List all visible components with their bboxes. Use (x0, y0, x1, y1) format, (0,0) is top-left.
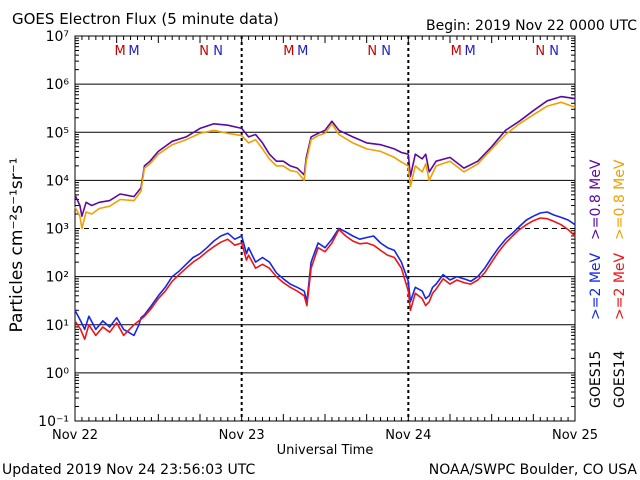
series-line (74, 217, 576, 341)
y-tick-label: 10⁷ (46, 29, 69, 45)
begin-time: Begin: 2019 Nov 22 0000 UTC (426, 18, 637, 34)
y-tick-label: 10⁰ (46, 366, 70, 382)
legend: >=2 MeV >=2 MeV >=0.8 MeV >=0.8 MeV GOES15 GO… (588, 159, 628, 408)
x-tick-label: Nov 23 (219, 428, 265, 443)
updated-time: Updated 2019 Nov 24 23:56:03 UTC (2, 462, 255, 478)
legend-satellite-label: GOES14 (612, 350, 628, 408)
y-tick-label: 10³ (46, 222, 69, 238)
x-tick-label: Nov 25 (552, 428, 598, 443)
x-tick-label: Nov 22 (52, 428, 98, 443)
series-line (74, 211, 576, 337)
y-tick-label: 10⁶ (46, 77, 70, 93)
y-tick-label: 10⁴ (46, 173, 70, 189)
marker-label: N (199, 44, 209, 59)
legend-satellite-label: GOES15 (588, 351, 604, 408)
y-axis-label: Particles cm⁻²s⁻¹sr⁻¹ (7, 157, 27, 332)
marker-label: M (451, 44, 462, 59)
marker-label: M (297, 44, 308, 59)
credit: NOAA/SWPC Boulder, CO USA (429, 462, 638, 478)
y-tick-label: 10⁵ (46, 125, 69, 141)
y-tick-label: 10² (46, 270, 69, 286)
legend-energy-label: >=2 MeV (588, 252, 604, 320)
gridlines (75, 83, 575, 374)
legend-energy-label: >=0.8 MeV (588, 159, 604, 240)
marker-label: N (549, 44, 559, 59)
marker-label: M (465, 44, 476, 59)
marker-label: N (381, 44, 391, 59)
legend-energy-label: >=0.8 MeV (612, 159, 628, 240)
x-axis-label: Universal Time (277, 443, 374, 458)
y-tick-label: 10⁻¹ (38, 414, 69, 430)
chart-title: GOES Electron Flux (5 minute data) (12, 10, 279, 28)
marker-label: N (213, 44, 223, 59)
y-tick-label: 10¹ (46, 318, 69, 334)
series-line (74, 101, 576, 230)
x-tick-labels: Nov 22 Nov 23 Nov 24 Nov 25 (52, 428, 598, 443)
marker-label: M (115, 44, 126, 59)
minor-ticks (75, 36, 575, 421)
y-tick-labels: 10⁻¹ 10⁰ 10¹ 10² 10³ 10⁴ 10⁵ 10⁶ 10⁷ (38, 29, 69, 430)
marker-label: M (128, 44, 139, 59)
marker-label: N (535, 44, 545, 59)
marker-label: N (367, 44, 377, 59)
x-tick-label: Nov 24 (385, 428, 431, 443)
legend-energy-label: >=2 MeV (612, 252, 628, 320)
day-separators (240, 36, 410, 421)
marker-label: M (283, 44, 294, 59)
series-lines (74, 95, 576, 341)
